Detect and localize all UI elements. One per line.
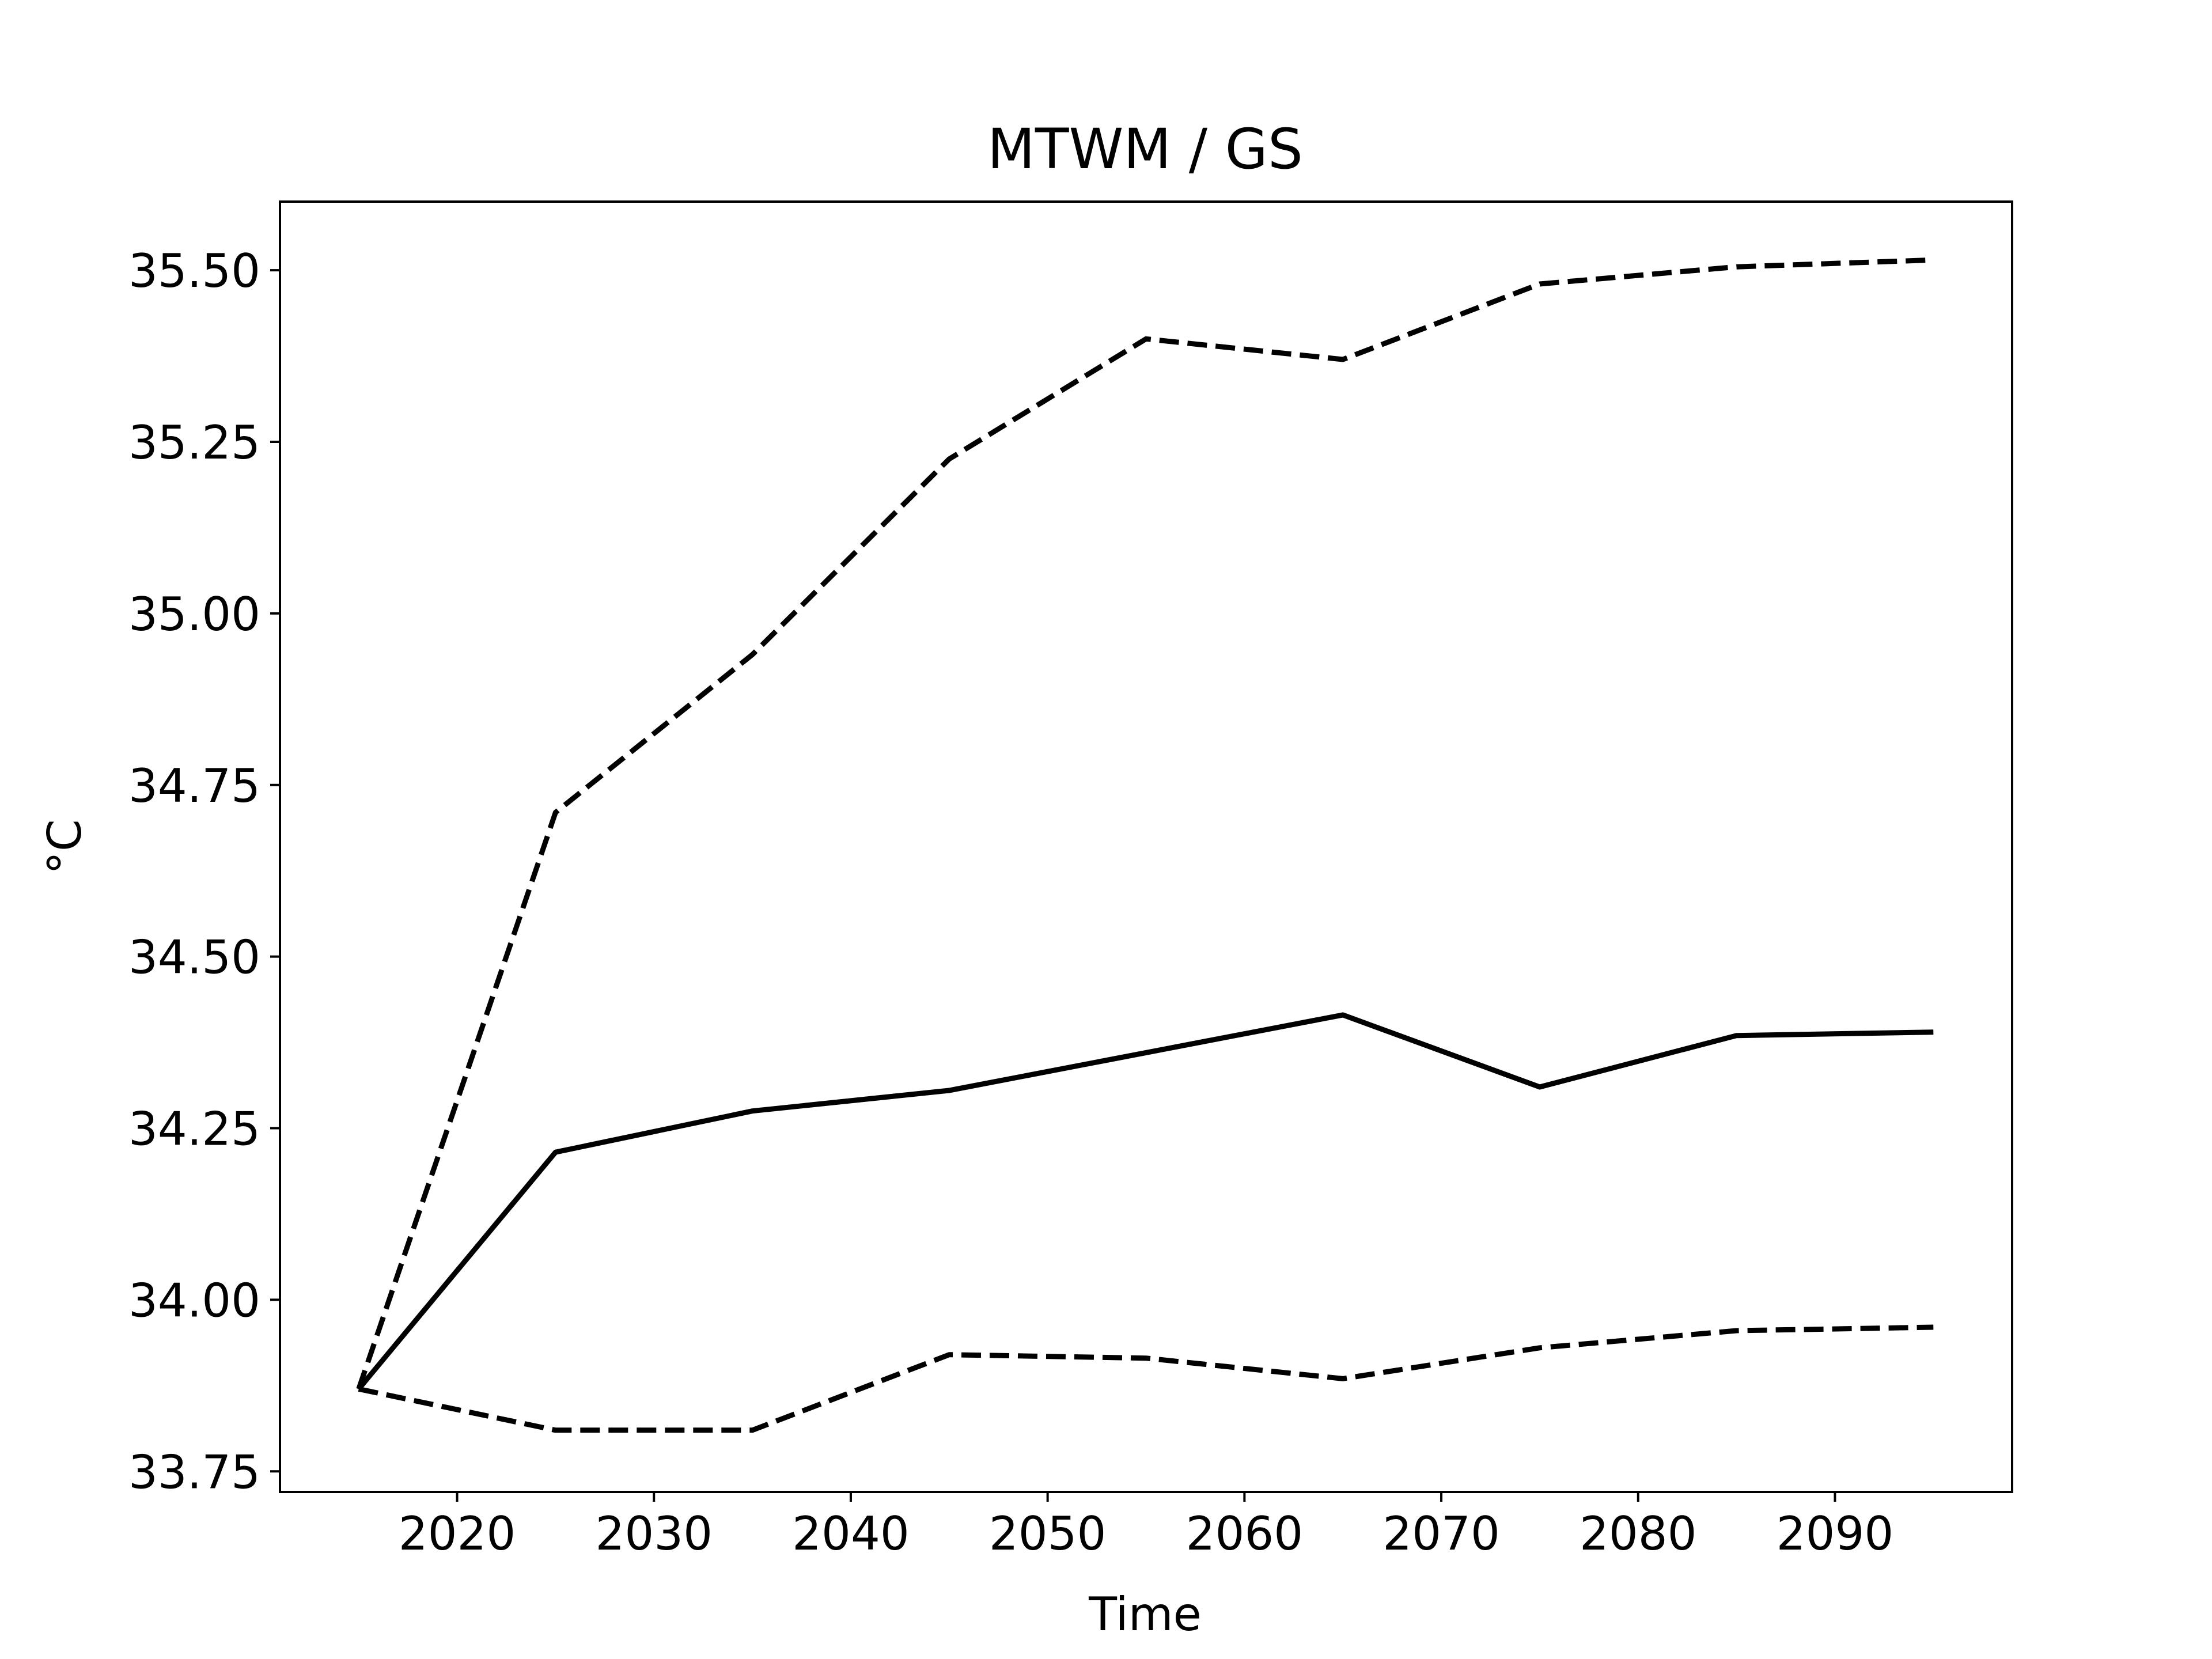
x-tick-label: 2050 bbox=[989, 1507, 1107, 1560]
x-tick-label: 2030 bbox=[595, 1507, 713, 1560]
y-tick-label: 34.75 bbox=[128, 759, 260, 813]
x-tick-label: 2090 bbox=[1777, 1507, 1894, 1560]
y-tick-label: 34.50 bbox=[128, 931, 260, 984]
x-tick-label: 2060 bbox=[1186, 1507, 1304, 1560]
chart-title: MTWM / GS bbox=[987, 117, 1303, 181]
series-line-3 bbox=[358, 1324, 1934, 1433]
y-tick-label: 33.75 bbox=[128, 1445, 260, 1499]
plot-frame bbox=[279, 200, 2013, 1493]
y-axis-label: °C bbox=[38, 819, 92, 874]
x-axis: 2020 2030 2040 2050 2060 2070 2080 2090 bbox=[399, 1492, 1894, 1560]
y-tick-label: 35.00 bbox=[128, 588, 260, 641]
series-layer bbox=[356, 257, 1934, 1433]
y-tick-label: 35.25 bbox=[128, 416, 260, 469]
y-axis: 33.75 34.00 34.25 34.50 34.75 35.00 35.25 35.50 bbox=[128, 244, 280, 1499]
x-tick-label: 2070 bbox=[1382, 1507, 1500, 1560]
x-tick-label: 2040 bbox=[792, 1507, 910, 1560]
x-axis-label: Time bbox=[1088, 1588, 1202, 1641]
y-tick-label: 34.25 bbox=[128, 1103, 260, 1156]
y-tick-label: 35.50 bbox=[128, 244, 260, 298]
plot-area bbox=[279, 200, 2013, 1493]
y-tick-label: 34.00 bbox=[128, 1274, 260, 1327]
x-tick-label: 2080 bbox=[1580, 1507, 1697, 1560]
series-line-2 bbox=[356, 257, 1934, 1390]
series-line-1 bbox=[357, 1012, 1934, 1391]
x-tick-label: 2020 bbox=[399, 1507, 516, 1560]
